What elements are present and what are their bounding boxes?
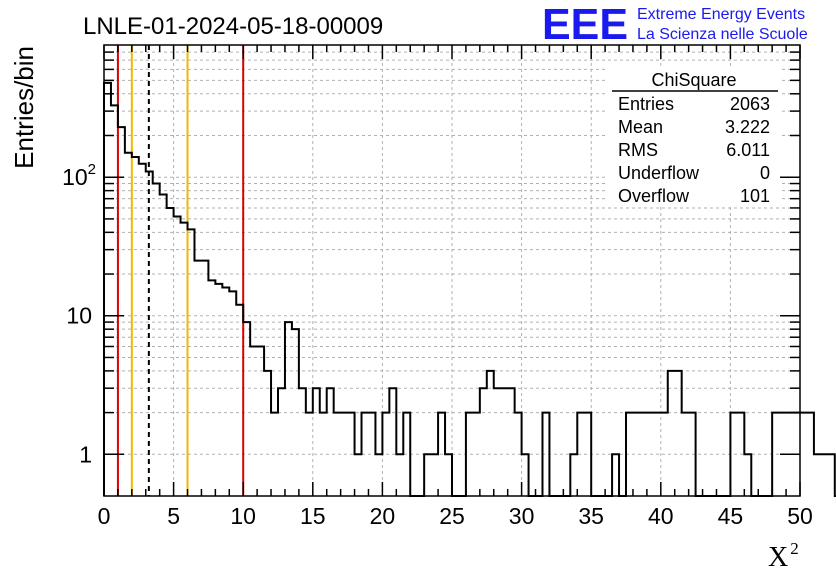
x-tick-label: 15 xyxy=(300,503,326,529)
stats-row-value: 3.222 xyxy=(725,117,770,137)
y-axis-label: Entries/bin xyxy=(9,46,39,169)
stats-row-value: 0 xyxy=(760,163,770,183)
x-tick-label: 50 xyxy=(787,503,813,529)
stats-box: ChiSquare Entries 2063 Mean 3.222 RMS 6.011 Un… xyxy=(608,68,780,206)
logo-mark: EEE xyxy=(542,0,628,49)
reference-lines xyxy=(116,45,245,496)
stats-row-value: 6.011 xyxy=(726,140,770,160)
axis-ticks xyxy=(103,45,801,496)
x-tick-labels: 0 5 10 15 20 25 30 35 40 45 50 xyxy=(98,503,813,529)
stats-row-label: Overflow xyxy=(618,186,690,206)
x-tick-label: 35 xyxy=(578,503,604,529)
x-tick-label: 10 xyxy=(230,503,256,529)
grid xyxy=(104,45,800,496)
stats-row-label: Underflow xyxy=(618,163,700,183)
x-tick-label: 20 xyxy=(370,503,396,529)
y-tick-label: 1 xyxy=(79,441,92,467)
x-tick-label: 30 xyxy=(509,503,535,529)
x-axis-label-main: X xyxy=(768,542,788,572)
stats-rows: Entries 2063 Mean 3.222 RMS 6.011 Underflow 0 Ov… xyxy=(618,94,770,206)
logo-line-1: Extreme Energy Events xyxy=(637,6,805,23)
stats-row-label: Mean xyxy=(618,117,663,137)
x-axis-label-superscript: 2 xyxy=(790,539,799,558)
logo-line-2: La Scienza nelle Scuole xyxy=(637,26,808,43)
stats-row-value: 101 xyxy=(740,186,770,206)
y-tick-label: 102 xyxy=(62,161,96,190)
x-tick-label: 40 xyxy=(648,503,674,529)
eee-logo: EEE Extreme Energy Events La Scienza nel… xyxy=(542,0,808,49)
x-tick-label: 25 xyxy=(439,503,465,529)
y-tick-label-base: 10 xyxy=(62,164,88,190)
x-tick-label: 0 xyxy=(98,503,111,529)
y-tick-label-exponent: 2 xyxy=(88,161,96,178)
histogram-outline xyxy=(103,81,836,497)
x-tick-label: 45 xyxy=(718,503,744,529)
chart-title: LNLE-01-2024-05-18-00009 xyxy=(83,13,383,40)
stats-row-label: Entries xyxy=(618,94,674,114)
x-tick-label: 5 xyxy=(167,503,180,529)
stats-row-label: RMS xyxy=(618,140,658,160)
stats-row-value: 2063 xyxy=(730,94,770,114)
stats-box-title: ChiSquare xyxy=(651,70,736,90)
y-tick-label: 10 xyxy=(66,303,92,329)
